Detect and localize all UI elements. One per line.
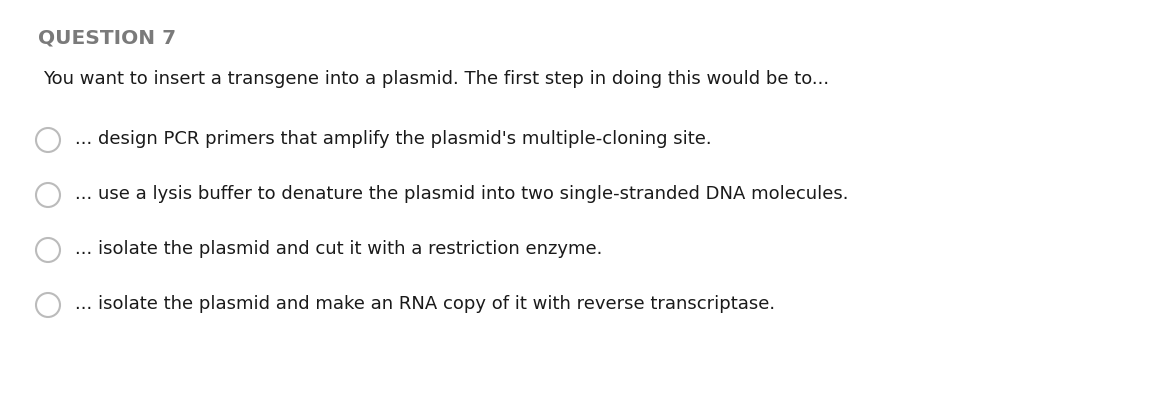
- Text: ... use a lysis buffer to denature the plasmid into two single-stranded DNA mole: ... use a lysis buffer to denature the p…: [75, 185, 849, 203]
- Text: You want to insert a transgene into a plasmid. The first step in doing this woul: You want to insert a transgene into a pl…: [43, 70, 829, 88]
- Text: QUESTION 7: QUESTION 7: [38, 28, 176, 47]
- Text: ... isolate the plasmid and make an RNA copy of it with reverse transcriptase.: ... isolate the plasmid and make an RNA …: [75, 295, 775, 313]
- Text: ... isolate the plasmid and cut it with a restriction enzyme.: ... isolate the plasmid and cut it with …: [75, 240, 602, 258]
- Text: ... design PCR primers that amplify the plasmid's multiple-cloning site.: ... design PCR primers that amplify the …: [75, 130, 712, 148]
